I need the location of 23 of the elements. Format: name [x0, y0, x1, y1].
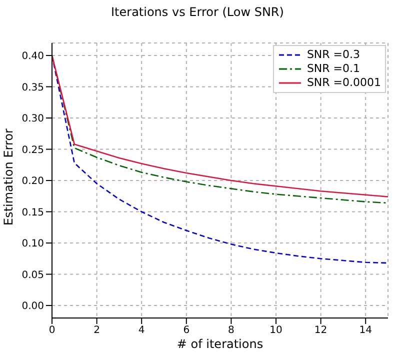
y-tick-label: 0.10	[22, 238, 44, 250]
x-tick-label: 8	[228, 325, 234, 336]
y-tick-label: 0.15	[22, 207, 44, 218]
y-tick-label: 0.20	[22, 176, 44, 188]
x-tick-label: 2	[94, 325, 100, 336]
x-tick-label: 12	[314, 325, 328, 336]
y-axis-title: Estimation Error	[1, 128, 16, 226]
y-tick-label: 0.05	[22, 270, 44, 281]
x-tick-label: 14	[359, 325, 372, 336]
chart-title: Iterations vs Error (Low SNR)	[110, 4, 285, 21]
y-tick-label: 0.40	[22, 51, 44, 62]
y-tick-label: 0.30	[22, 114, 44, 125]
legend-label: SNR =0.1	[306, 62, 360, 76]
legend-label: SNR =0.0001	[306, 76, 381, 90]
y-tick-label: 0.35	[22, 82, 44, 94]
x-tick-label: 0	[48, 325, 56, 336]
x-tick-label: 4	[138, 325, 145, 336]
y-tick-label: 0.25	[22, 144, 44, 156]
x-axis-title: # of iterations	[176, 337, 264, 351]
x-tick-label: 6	[183, 325, 190, 336]
x-tick-label: 10	[270, 325, 282, 336]
legend-label: SNR =0.3	[306, 48, 360, 62]
y-tick-label: 0.00	[22, 301, 44, 312]
